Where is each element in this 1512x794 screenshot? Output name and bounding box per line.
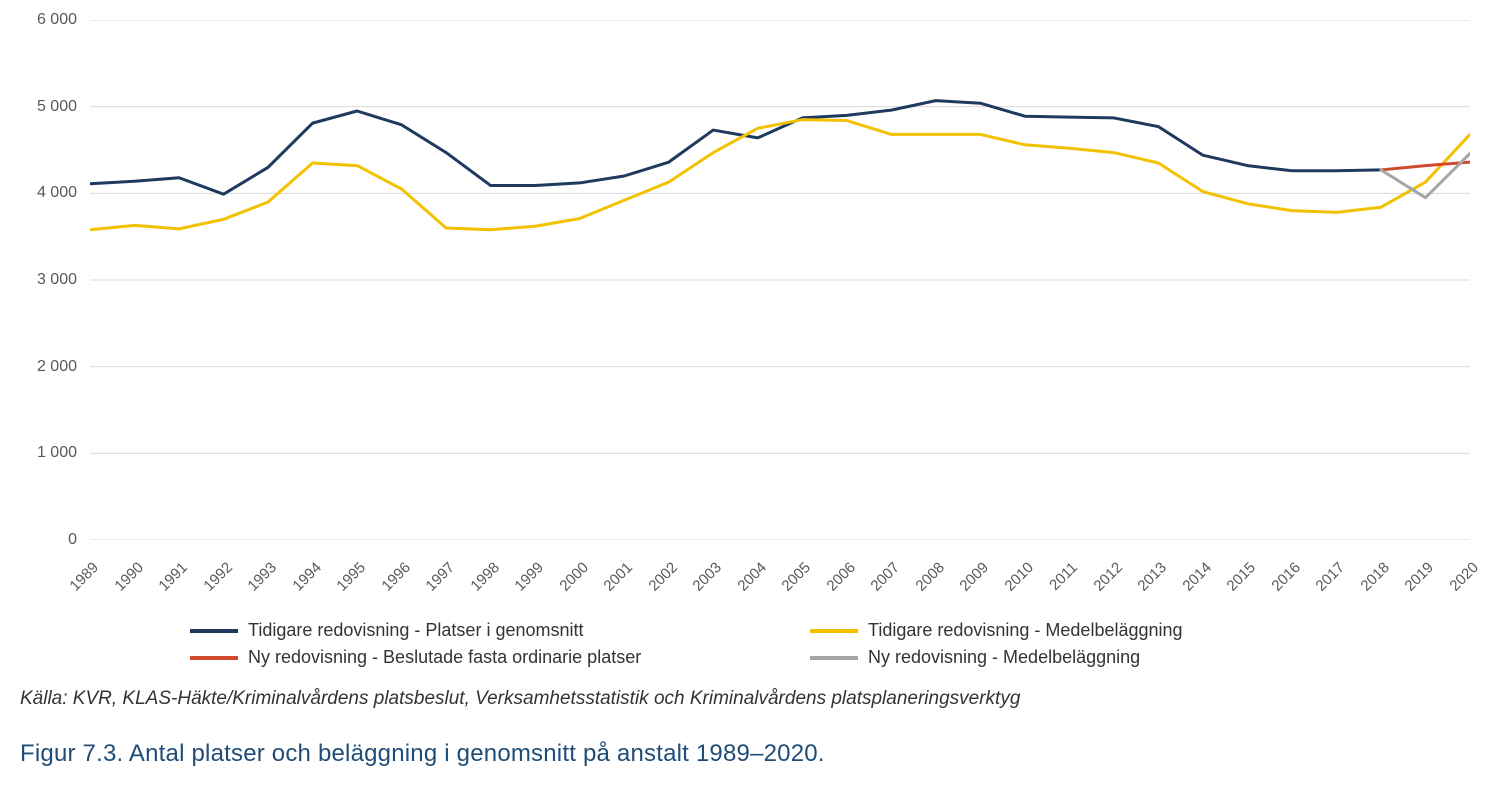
x-tick-label: 2003 — [690, 559, 726, 595]
x-tick-label: 1989 — [66, 559, 102, 595]
x-tick-label: 1995 — [333, 559, 369, 595]
x-tick-label: 2008 — [912, 559, 948, 595]
figure-wrapper: 0 1 000 2 000 3 000 4 000 5 000 6 000 19891990… — [0, 0, 1512, 794]
legend: Tidigare redovisning - Platser i genomsn… — [190, 620, 1390, 668]
legend-label: Ny redovisning - Medelbeläggning — [868, 647, 1140, 668]
x-tick-label: 1999 — [512, 559, 548, 595]
x-tick-label: 1990 — [111, 559, 147, 595]
x-tick-label: 2001 — [601, 559, 637, 595]
legend-label: Tidigare redovisning - Platser i genomsn… — [248, 620, 584, 641]
x-tick-label: 1991 — [155, 559, 191, 595]
plot-area — [90, 20, 1470, 540]
x-tick-label: 1994 — [289, 559, 325, 595]
y-tick-label: 0 — [68, 531, 77, 549]
x-tick-label: 2014 — [1179, 559, 1215, 595]
x-tick-label: 2007 — [868, 559, 904, 595]
y-tick-label: 3 000 — [37, 271, 77, 289]
series-line — [90, 120, 1470, 230]
legend-item: Ny redovisning - Beslutade fasta ordinar… — [190, 647, 770, 668]
x-tick-label: 2006 — [823, 559, 859, 595]
y-tick-label: 1 000 — [37, 444, 77, 462]
x-tick-label: 2005 — [779, 559, 815, 595]
chart-svg — [90, 20, 1470, 540]
figure-caption: Figur 7.3. Antal platser och beläggning … — [20, 740, 825, 768]
x-tick-label: 2016 — [1268, 559, 1304, 595]
x-tick-label: 2011 — [1047, 559, 1082, 594]
y-axis-labels: 01 0002 0003 0004 0005 0006 000 — [10, 20, 85, 540]
x-tick-label: 1998 — [467, 559, 503, 595]
x-tick-label: 2020 — [1446, 559, 1482, 595]
x-tick-label: 1992 — [200, 559, 236, 595]
x-tick-label: 1997 — [423, 559, 459, 595]
legend-item: Tidigare redovisning - Medelbeläggning — [810, 620, 1390, 641]
legend-item: Tidigare redovisning - Platser i genomsn… — [190, 620, 770, 641]
legend-swatch — [190, 629, 238, 633]
x-tick-label: 2015 — [1224, 559, 1260, 595]
x-tick-label: 2013 — [1135, 559, 1171, 595]
x-tick-label: 2012 — [1090, 559, 1126, 595]
legend-label: Tidigare redovisning - Medelbeläggning — [868, 620, 1183, 641]
legend-swatch — [190, 656, 238, 660]
legend-swatch — [810, 629, 858, 633]
x-tick-label: 2018 — [1357, 559, 1393, 595]
legend-item: Ny redovisning - Medelbeläggning — [810, 647, 1390, 668]
x-tick-label: 1993 — [244, 559, 280, 595]
y-tick-label: 2 000 — [37, 358, 77, 376]
x-tick-label: 2000 — [556, 559, 592, 595]
series-line — [1381, 153, 1470, 197]
x-tick-label: 2009 — [957, 559, 993, 595]
x-tick-label: 2010 — [1001, 559, 1037, 595]
chart-area: 01 0002 0003 0004 0005 0006 000 19891990… — [10, 10, 1490, 570]
y-tick-label: 5 000 — [37, 98, 77, 116]
x-tick-label: 2002 — [645, 559, 681, 595]
y-tick-label: 6 000 — [37, 11, 77, 29]
legend-label: Ny redovisning - Beslutade fasta ordinar… — [248, 647, 641, 668]
legend-swatch — [810, 656, 858, 660]
x-tick-label: 2017 — [1313, 559, 1349, 595]
x-tick-label: 1996 — [378, 559, 414, 595]
x-axis-labels: 1989199019911992199319941995199619971998… — [90, 545, 1470, 595]
x-tick-label: 2004 — [734, 559, 770, 595]
y-tick-label: 4 000 — [37, 184, 77, 202]
source-note: Källa: KVR, KLAS-Häkte/Kriminalvårdens p… — [20, 688, 1020, 710]
x-tick-label: 2019 — [1402, 559, 1438, 595]
